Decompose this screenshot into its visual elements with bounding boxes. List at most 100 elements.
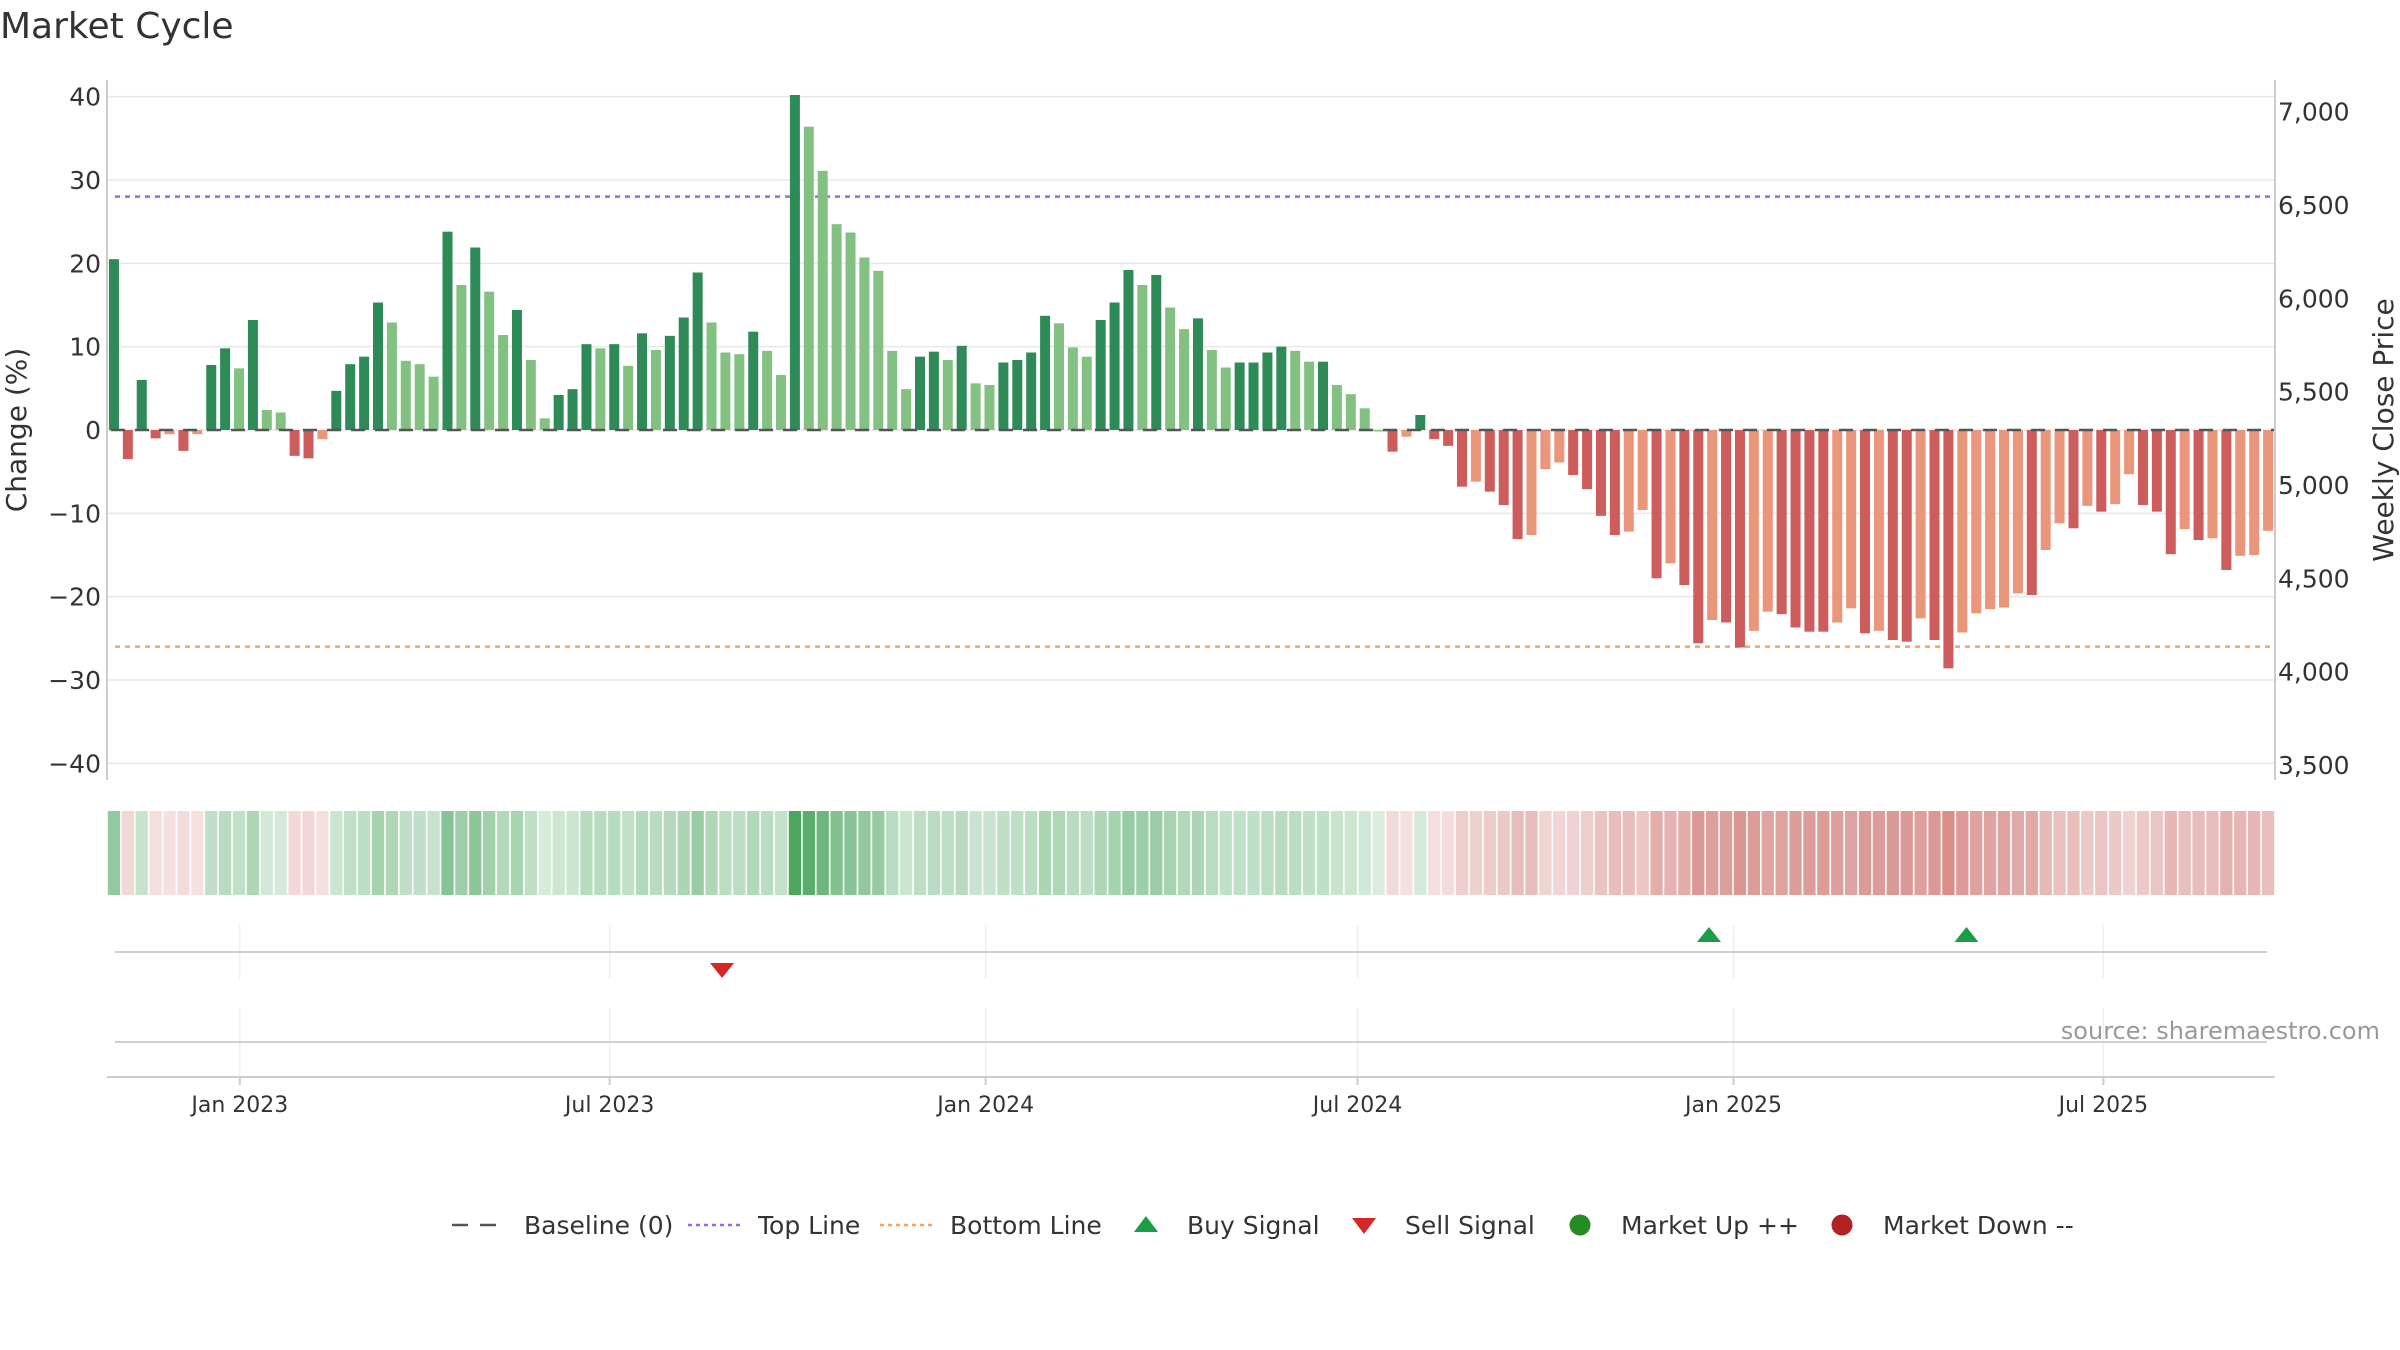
bar: [1248, 362, 1259, 430]
heat-cell: [2122, 811, 2136, 895]
bar: [1693, 430, 1704, 644]
heat-cell: [1066, 811, 1080, 895]
heat-cell: [1928, 811, 1941, 895]
heat-cell: [663, 811, 676, 895]
bar: [637, 333, 648, 430]
heat-cell: [330, 811, 343, 895]
bar: [1081, 356, 1092, 430]
legend-label: Market Up ++: [1621, 1211, 1799, 1240]
heat-cell: [2067, 811, 2080, 895]
bar: [1206, 350, 1217, 430]
bar: [1748, 430, 1759, 631]
bar: [1734, 430, 1745, 648]
y-axis-left-label: Change (%): [0, 348, 33, 513]
heat-cell: [635, 811, 649, 895]
bar: [914, 356, 926, 430]
bar: [1790, 430, 1801, 628]
bar: [1401, 430, 1412, 437]
legend-item: Market Up ++: [1569, 1211, 1799, 1240]
bar: [345, 364, 356, 430]
heat-cell: [232, 811, 246, 895]
heat-cell: [594, 811, 607, 895]
heat-cell: [1719, 811, 1733, 895]
y-left-tick-label: 40: [69, 83, 101, 112]
bar: [1415, 415, 1426, 430]
heat-cell: [357, 811, 371, 895]
bar: [2026, 430, 2037, 595]
heat-cell: [1275, 811, 1288, 895]
bar: [664, 335, 675, 430]
bar: [623, 365, 634, 430]
bar: [1957, 430, 1968, 633]
legend-item: Bottom Line: [880, 1211, 1102, 1240]
heat-cell: [1191, 811, 1205, 895]
heat-cell: [1872, 811, 1886, 895]
heat-cell: [413, 811, 426, 895]
heat-cell: [872, 811, 885, 895]
bar: [2124, 430, 2135, 475]
heat-cell: [1636, 811, 1649, 895]
heat-cell: [1580, 811, 1594, 895]
heat-cell: [719, 811, 732, 895]
legend-item: Buy Signal: [1134, 1211, 1320, 1240]
legend-label: Baseline (0): [524, 1211, 673, 1240]
bar: [595, 348, 606, 430]
bar: [164, 430, 175, 435]
y-left-tick-label: −20: [48, 583, 101, 612]
heat-cell: [858, 811, 871, 895]
legend-label: Top Line: [757, 1211, 860, 1240]
heat-cell: [2136, 811, 2150, 895]
heat-cell: [1289, 811, 1302, 895]
heat-cell: [441, 811, 454, 895]
bar: [2137, 430, 2148, 505]
legend: Baseline (0) Top Line Bottom Line Buy Signa…: [452, 1211, 2074, 1240]
heat-cell: [1150, 811, 1163, 895]
heat-cell: [1789, 811, 1802, 895]
bar: [484, 291, 495, 430]
legend-item: Baseline (0): [452, 1211, 673, 1240]
bar: [1846, 430, 1857, 609]
bar: [1262, 352, 1273, 430]
bar: [2096, 430, 2107, 512]
bar: [539, 418, 550, 430]
heat-cell: [552, 811, 565, 895]
heat-cell: [1706, 811, 1719, 895]
heat-cell: [1775, 811, 1788, 895]
heat-cell: [510, 811, 524, 895]
heat-cell: [1372, 811, 1385, 895]
bar: [1651, 430, 1662, 579]
bar: [2151, 430, 2162, 512]
heat-cell: [2261, 811, 2275, 895]
heat-cell: [1025, 811, 1038, 895]
heat-cell: [1761, 811, 1774, 895]
heat-cell: [1747, 811, 1760, 895]
heat-cell: [1914, 811, 1927, 895]
bar: [1040, 315, 1051, 430]
heat-cell: [733, 811, 746, 895]
bar: [1873, 430, 1884, 631]
bar: [1192, 318, 1203, 430]
heat-cell: [2178, 811, 2191, 895]
heat-cell: [1469, 811, 1483, 895]
bar: [1345, 394, 1356, 430]
bar: [2249, 430, 2260, 555]
legend-label: Sell Signal: [1405, 1211, 1535, 1240]
heat-cell: [1052, 811, 1066, 895]
bar: [2165, 430, 2176, 555]
heat-cell: [1553, 811, 1566, 895]
heat-cell: [135, 811, 148, 895]
legend-label: Buy Signal: [1187, 1211, 1320, 1240]
buy-signal-marker: [1954, 927, 1979, 942]
heat-cell: [1956, 811, 1969, 895]
bar: [553, 395, 564, 430]
bar: [275, 412, 286, 430]
heat-cell: [1886, 811, 1899, 895]
heat-cell: [2053, 811, 2066, 895]
bar: [108, 259, 119, 430]
bar: [1359, 408, 1370, 430]
heat-cell: [1233, 811, 1246, 895]
heat-cell: [1080, 811, 1093, 895]
bar: [331, 390, 342, 430]
bar: [359, 356, 370, 430]
heat-cell: [2095, 811, 2108, 895]
